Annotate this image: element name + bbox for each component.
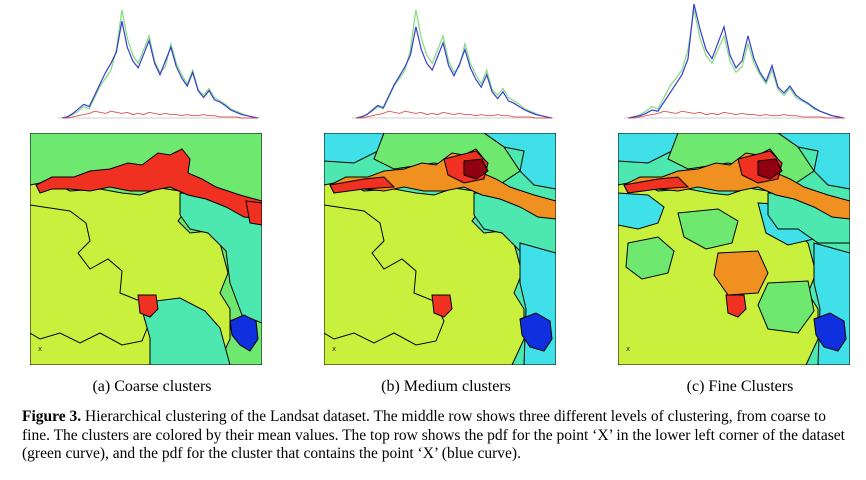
- pdf-point-x-curve: [627, 9, 845, 119]
- pdf-residual-curve: [628, 110, 844, 119]
- pdf-chart-fine: [624, 3, 846, 119]
- cluster-map-coarse: x: [30, 133, 262, 365]
- subcaption-fine: (c) Fine Clusters: [686, 378, 794, 395]
- pdf-residual-curve: [356, 110, 552, 119]
- figure-label: Figure 3.: [22, 408, 82, 425]
- x-marker: x: [332, 345, 336, 353]
- figure-caption: Figure 3. Hierarchical clustering of the…: [22, 408, 852, 464]
- x-marker: x: [626, 345, 630, 353]
- pdf-cluster-curve: [61, 20, 259, 119]
- cluster-map-fine: x: [618, 133, 850, 365]
- pdf-point-x-curve: [355, 9, 553, 119]
- panel-fine: x (c) Fine Clusters: [614, 0, 854, 395]
- pdf-chart-coarse: [58, 9, 260, 119]
- figure-caption-text: Hierarchical clustering of the Landsat d…: [22, 408, 845, 462]
- cluster-map-medium: x: [324, 133, 556, 365]
- subcaption-medium: (b) Medium clusters: [381, 378, 511, 395]
- pdf-cluster-curve: [355, 26, 553, 119]
- pdf-residual-curve: [62, 110, 258, 119]
- pdf-point-x-curve: [61, 9, 259, 119]
- pdf-chart-medium: [352, 9, 554, 119]
- subcaption-coarse: (a) Coarse clusters: [92, 378, 212, 395]
- panel-medium: x (b) Medium clusters: [322, 0, 562, 395]
- x-marker: x: [38, 345, 42, 353]
- pdf-cluster-curve: [627, 3, 845, 119]
- panel-coarse: x (a) Coarse clusters: [28, 0, 268, 395]
